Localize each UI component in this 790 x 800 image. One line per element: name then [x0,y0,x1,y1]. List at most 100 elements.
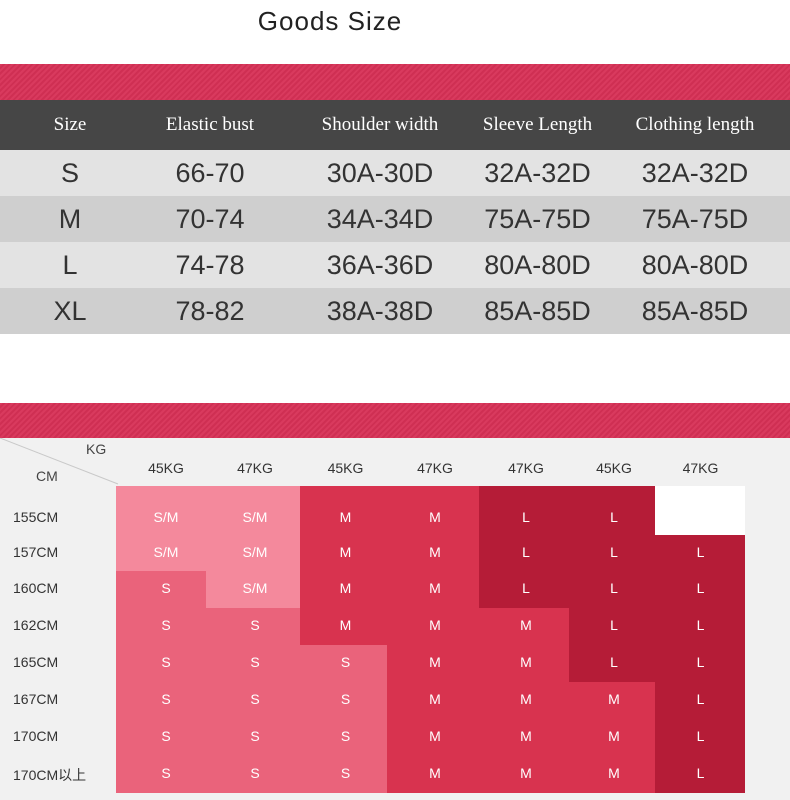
size-table-header: Size Elastic bust Shoulder width Sleeve … [0,100,790,150]
fit-size-label: S [250,765,260,781]
cell-elastic-bust: 70-74 [175,204,245,234]
fit-size-label: M [429,509,441,525]
cell-clothing-length: 75A-75D [641,204,749,234]
fit-size-label: S/M [242,580,268,596]
fit-cell-bg [300,682,388,720]
cell-size: S [60,158,79,188]
fit-cell-bg [300,645,388,683]
cell-elastic-bust: 66-70 [175,158,245,188]
fit-size-label: S/M [242,544,268,560]
fit-cell-bg [300,719,388,757]
fit-size-label: M [429,654,441,670]
cell-sleeve-length: 80A-80D [484,250,591,280]
fit-size-label: M [429,544,441,560]
cell-size: M [58,204,82,234]
fit-cell-bg [116,486,207,536]
fit-cell-bg [569,486,656,536]
fit-cell-bg [206,486,301,536]
height-label: 157CM [13,544,59,560]
cell-shoulder-width: 30A-30D [326,158,434,188]
fit-cell-bg [655,608,745,646]
height-label: 170CM以上 [13,767,87,783]
fit-size-label: M [520,654,532,670]
weight-header: 45KG [327,460,364,476]
fit-size-label: L [522,544,530,560]
weight-header: 45KG [148,460,184,476]
fit-size-label: S [250,617,260,633]
fit-cell-bg [387,682,480,720]
fit-size-label: S [250,728,260,744]
fit-size-label: L [696,691,705,707]
fit-cell-bg [479,645,570,683]
cell-elastic-bust: 78-82 [175,296,245,326]
fit-cell-bg [206,756,301,793]
fit-cell-bg [479,486,570,536]
fit-cell-bg [479,535,570,573]
fit-size-label: S/M [242,509,268,525]
fit-size-label: L [610,617,618,633]
fit-size-label: L [522,509,530,525]
corner-divider [0,438,119,485]
cell-clothing-length: 80A-80D [641,250,749,280]
fit-size-label: M [608,728,620,744]
fit-size-label: M [429,728,441,744]
fit-size-label: L [522,580,530,596]
fit-size-label: M [339,580,352,596]
cell-shoulder-width: 38A-38D [326,296,434,326]
fit-cell-bg [387,756,480,793]
fit-cell-bg [655,571,745,609]
cell-clothing-length: 32A-32D [641,158,749,188]
fit-size-label: L [696,728,705,744]
fit-size-label: L [610,544,618,560]
fit-cell-bg [206,645,301,683]
fit-cell-bg [300,571,388,609]
weight-header: 45KG [596,460,632,476]
fit-size-label: L [610,654,618,670]
fit-cell-bg [206,571,301,609]
fit-size-label: S [250,691,260,707]
size-table-row: M 70-74 34A-34D 75A-75D 75A-75D [0,196,790,242]
fit-size-label: M [520,691,532,707]
weight-header: 47KG [237,460,273,476]
fit-cell-bg [206,535,301,573]
fit-size-label: M [520,617,532,633]
header-clothing-length: Clothing length [635,114,755,135]
fit-cell-bg [655,682,745,720]
fit-cell-bg [569,682,656,720]
fit-cell-bg [116,756,207,793]
fit-size-label: M [429,765,441,781]
header-elastic-bust: Elastic bust [165,114,255,135]
cell-size: L [62,250,78,280]
fit-cell-bg [479,719,570,757]
cell-size: XL [53,296,87,326]
size-table-row: S 66-70 30A-30D 32A-32D 32A-32D [0,150,790,196]
cell-sleeve-length: 32A-32D [484,158,591,188]
fit-cell-bg [300,486,388,536]
fit-cell-bg [387,571,480,609]
height-label: 170CM [13,728,59,744]
fit-size-label: S [161,691,171,707]
header-stripe-band [0,64,790,102]
page-title: Goods Size [257,6,403,36]
fit-cell-bg [387,608,480,646]
fit-size-label: M [608,691,620,707]
header-shoulder-width: Shoulder width [321,114,439,135]
height-label: 162CM [13,617,59,633]
fit-size-label: S [340,765,351,781]
fit-size-label: L [696,765,705,781]
fit-size-label: M [339,544,352,560]
size-table-row: L 74-78 36A-36D 80A-80D 80A-80D [0,242,790,288]
cell-elastic-bust: 74-78 [175,250,245,280]
fit-cell-bg [479,608,570,646]
height-axis-label: CM [36,468,58,484]
fit-cell-bg [479,756,570,793]
fit-cell-bg [655,719,745,757]
fit-size-label: M [339,509,352,525]
fit-cell-bg [387,486,480,536]
fit-size-label: L [696,544,705,560]
fit-cell-bg [569,719,656,757]
weight-header: 47KG [417,460,453,476]
cell-sleeve-length: 75A-75D [484,204,591,234]
fit-size-label: L [610,509,618,525]
fit-cell-bg [206,608,301,646]
